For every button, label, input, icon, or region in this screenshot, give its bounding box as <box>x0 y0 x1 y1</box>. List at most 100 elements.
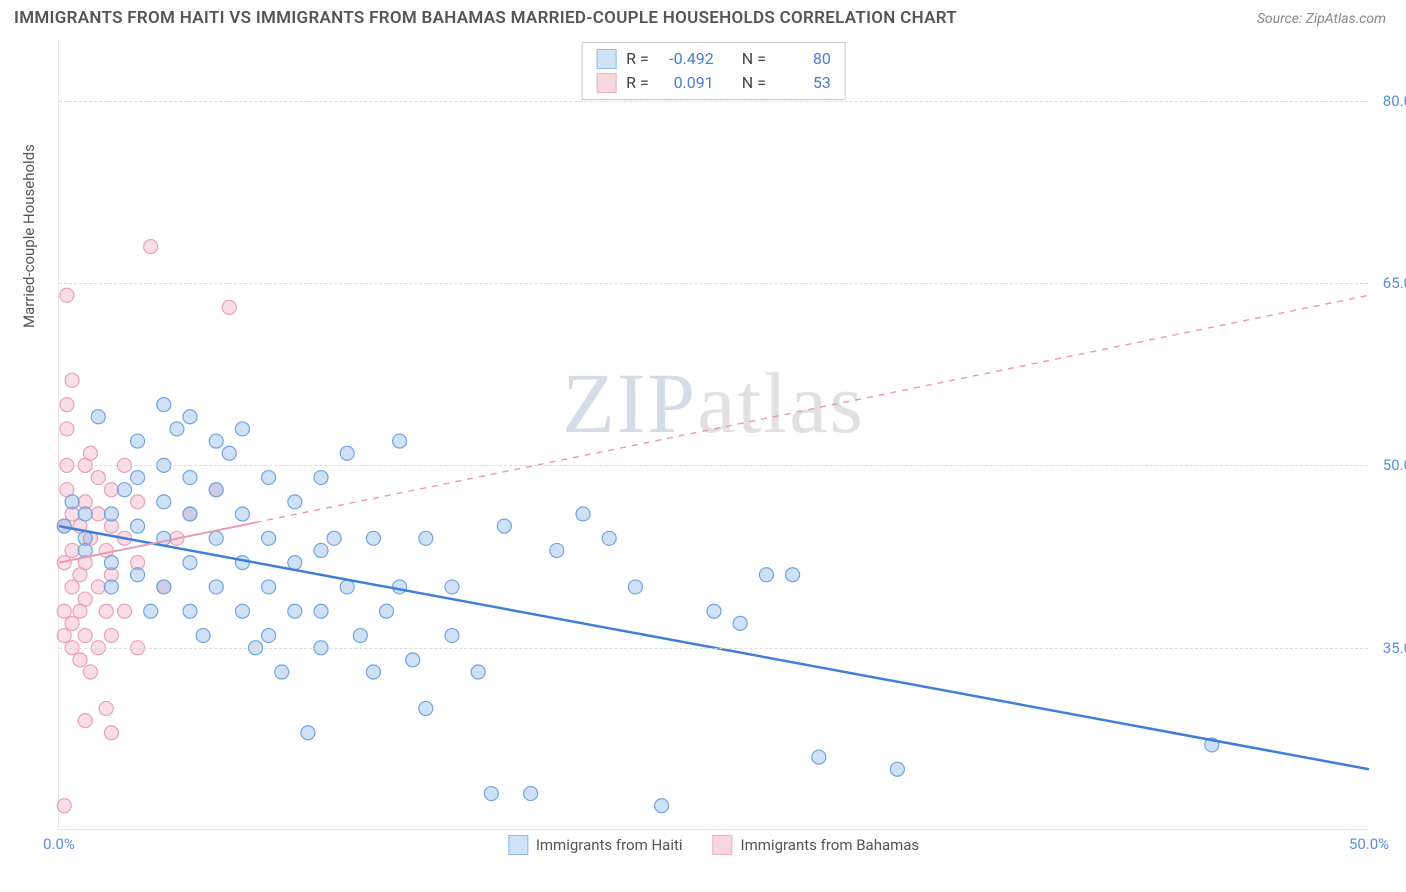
page-title: IMMIGRANTS FROM HAITI VS IMMIGRANTS FROM… <box>14 8 957 28</box>
data-point <box>275 665 289 679</box>
xtick-label: 0.0% <box>43 835 75 853</box>
data-point <box>471 665 485 679</box>
data-point <box>157 495 171 509</box>
data-point <box>340 446 354 460</box>
data-point <box>65 616 79 630</box>
data-point <box>91 410 105 424</box>
data-point <box>393 580 407 594</box>
data-point <box>445 580 459 594</box>
data-point <box>65 543 79 557</box>
data-point <box>78 714 92 728</box>
ytick-label: 80.0% <box>1383 92 1406 110</box>
data-point <box>157 580 171 594</box>
data-point <box>262 471 276 485</box>
data-point <box>366 665 380 679</box>
data-point <box>183 471 197 485</box>
legend-label-bahamas: Immigrants from Bahamas <box>741 836 920 854</box>
legend-item-bahamas: Immigrants from Bahamas <box>713 835 920 855</box>
data-point <box>445 629 459 643</box>
gridline <box>59 283 1368 284</box>
data-point <box>262 580 276 594</box>
trend-line-extrapolated <box>256 295 1370 522</box>
data-point <box>60 422 74 436</box>
data-point <box>65 373 79 387</box>
data-point <box>497 519 511 533</box>
data-point <box>131 471 145 485</box>
data-point <box>288 604 302 618</box>
data-point <box>60 288 74 302</box>
bottom-legend: Immigrants from Haiti Immigrants from Ba… <box>508 835 919 855</box>
data-point <box>78 592 92 606</box>
data-point <box>78 629 92 643</box>
data-point <box>707 604 721 618</box>
data-point <box>786 568 800 582</box>
data-point <box>91 507 105 521</box>
data-point <box>209 483 223 497</box>
data-point <box>131 495 145 509</box>
data-point <box>524 787 538 801</box>
scatter-chart: ZIPatlas R = -0.492 N = 80 R = 0.091 N =… <box>58 40 1368 830</box>
data-point <box>57 799 71 813</box>
data-point <box>288 495 302 509</box>
data-point <box>99 604 113 618</box>
gridline <box>59 648 1368 649</box>
data-point <box>327 531 341 545</box>
legend-label-haiti: Immigrants from Haiti <box>536 836 683 854</box>
data-point <box>170 422 184 436</box>
data-point <box>144 240 158 254</box>
data-point <box>235 556 249 570</box>
gridline <box>59 465 1368 466</box>
data-point <box>209 531 223 545</box>
data-point <box>99 701 113 715</box>
data-point <box>131 519 145 533</box>
ytick-label: 35.0% <box>1383 639 1406 657</box>
ytick-label: 50.0% <box>1383 456 1406 474</box>
data-point <box>131 434 145 448</box>
data-point <box>183 410 197 424</box>
data-point <box>655 799 669 813</box>
data-point <box>104 629 118 643</box>
data-point <box>314 543 328 557</box>
data-point <box>91 471 105 485</box>
data-point <box>419 531 433 545</box>
data-point <box>144 604 158 618</box>
data-point <box>380 604 394 618</box>
data-point <box>602 531 616 545</box>
data-point <box>301 726 315 740</box>
data-point <box>484 787 498 801</box>
ytick-label: 65.0% <box>1383 274 1406 292</box>
data-point <box>222 300 236 314</box>
data-point <box>104 507 118 521</box>
data-point <box>353 629 367 643</box>
data-point <box>78 507 92 521</box>
data-point <box>576 507 590 521</box>
data-point <box>235 507 249 521</box>
data-point <box>550 543 564 557</box>
data-point <box>262 531 276 545</box>
data-point <box>183 507 197 521</box>
data-point <box>157 398 171 412</box>
swatch-bahamas-icon <box>713 835 733 855</box>
data-point <box>60 398 74 412</box>
xtick-label: 50.0% <box>1349 835 1389 853</box>
data-point <box>57 604 71 618</box>
data-point <box>235 604 249 618</box>
data-point <box>812 750 826 764</box>
data-point <box>104 580 118 594</box>
data-point <box>288 556 302 570</box>
data-point <box>209 580 223 594</box>
yaxis-title: Married-couple Households <box>20 144 38 328</box>
data-point <box>118 604 132 618</box>
legend-item-haiti: Immigrants from Haiti <box>508 835 683 855</box>
data-point <box>235 422 249 436</box>
data-point <box>104 483 118 497</box>
data-point <box>91 580 105 594</box>
data-point <box>406 653 420 667</box>
data-point <box>104 726 118 740</box>
data-point <box>183 604 197 618</box>
chart-svg <box>59 40 1368 829</box>
data-point <box>196 629 210 643</box>
data-point <box>393 434 407 448</box>
data-point <box>890 762 904 776</box>
data-point <box>57 629 71 643</box>
